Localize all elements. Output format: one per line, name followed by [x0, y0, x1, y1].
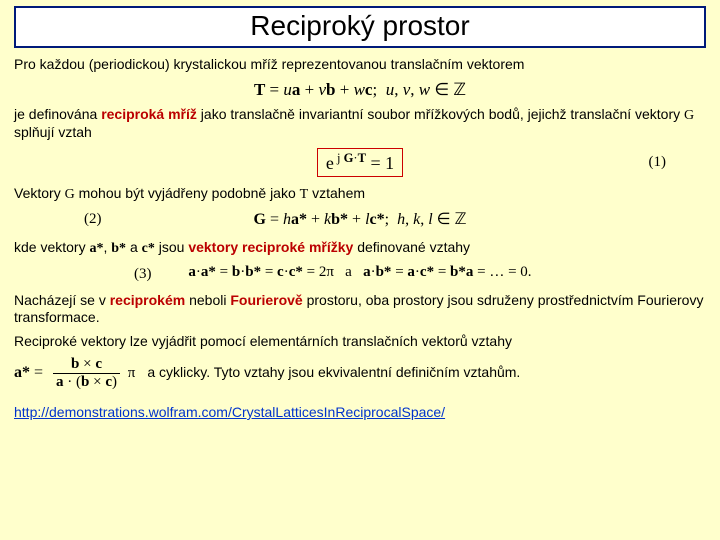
p4-bstar: b*: [111, 241, 126, 256]
p3-e: vztahem: [308, 185, 365, 201]
p4-i: definované vztahy: [353, 239, 470, 255]
p4-g: jsou: [155, 239, 188, 255]
p3-c: mohou být vyjádřeny podobně jako: [75, 185, 300, 201]
formula-astar-lhs: a* =: [14, 364, 47, 382]
p4-astar: a*: [89, 241, 103, 256]
formula-translation-vector: T = ua + vb + wc; u, v, w ∈ ℤ: [14, 80, 706, 100]
def-symbol-g: G: [684, 108, 694, 123]
intro-paragraph: Pro každou (periodickou) krystalickou mř…: [14, 56, 706, 74]
p4-cstar: c*: [142, 241, 155, 256]
formula-exponential-box: e j G·T = 1: [317, 148, 403, 177]
slide-title: Reciproký prostor: [16, 10, 704, 42]
formula-astar-row: a* = b × c a · (b × c) π a cyklicky. Tyt…: [14, 356, 706, 390]
eq-number-2: (2): [84, 211, 102, 228]
demo-link[interactable]: http://demonstrations.wolfram.com/Crysta…: [14, 404, 445, 420]
elementary-vectors-paragraph: Reciproké vektory lze vyjádřit pomocí el…: [14, 333, 706, 351]
eq-number-1: (1): [649, 154, 667, 171]
reciprocal-vectors-paragraph: kde vektory a*, b* a c* jsou vektory rec…: [14, 239, 706, 258]
cyclic-text: a cyklicky. Tyto vztahy jsou ekvivalentn…: [147, 364, 520, 382]
link-row: http://demonstrations.wolfram.com/Crysta…: [14, 404, 706, 422]
def-text-a: je definována: [14, 106, 101, 122]
p3-a: Vektory: [14, 185, 65, 201]
p5-a: Nacházejí se v: [14, 292, 110, 308]
definition-paragraph: je definována reciproká mříž jako transl…: [14, 106, 706, 142]
formula-dot-products: a·a* = b·b* = c·c* = 2π a a·b* = a·c* = …: [188, 264, 531, 280]
def-text-e: splňují vztah: [14, 124, 92, 140]
p5-b: reciprokém: [110, 292, 185, 308]
formula-astar-2pi: π: [124, 365, 135, 382]
fourier-paragraph: Nacházejí se v reciprokém neboli Fourier…: [14, 292, 706, 327]
slide-title-box: Reciproký prostor: [14, 6, 706, 48]
def-term: reciproká mříž: [101, 106, 197, 122]
eq-number-3: (3): [134, 266, 152, 283]
formula-dot-products-row: (3) a·a* = b·b* = c·c* = 2π a a·b* = a·c…: [14, 264, 706, 286]
p3-t: T: [300, 187, 309, 202]
formula-astar-frac: b × c a · (b × c): [53, 356, 120, 390]
p3-g: G: [65, 187, 75, 202]
p4-e: a: [126, 239, 142, 255]
p4-a: kde vektory: [14, 239, 89, 255]
def-text-c: jako translačně invariantní soubor mřížk…: [197, 106, 684, 122]
vectors-g-paragraph: Vektory G mohou být vyjádřeny podobně ja…: [14, 185, 706, 204]
p5-d: Fourierově: [230, 292, 302, 308]
formula-g-vector-row: (2) G = ha* + kb* + lc*; h, k, l ∈ ℤ: [14, 209, 706, 233]
p5-c: neboli: [185, 292, 230, 308]
formula-g-vector: G = ha* + kb* + lc*; h, k, l ∈ ℤ: [254, 211, 467, 228]
formula-exponential-row: e j G·T = 1 (1): [14, 148, 706, 177]
p4-term: vektory reciproké mřížky: [188, 239, 353, 255]
